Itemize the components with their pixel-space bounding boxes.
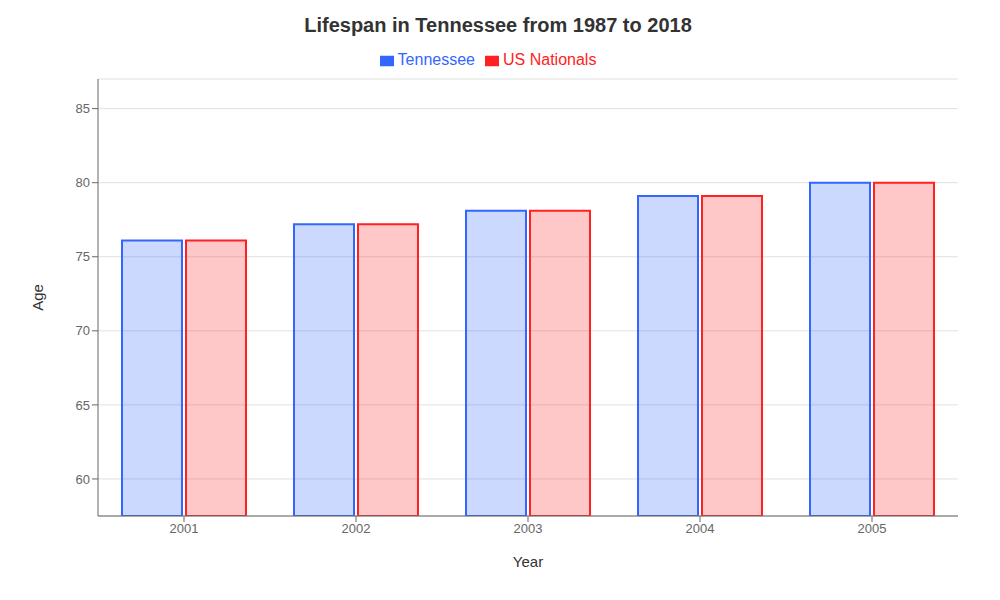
svg-text:2004: 2004 <box>686 521 715 536</box>
svg-text:70: 70 <box>76 323 90 338</box>
svg-text:85: 85 <box>76 101 90 116</box>
svg-text:2001: 2001 <box>170 521 199 536</box>
svg-text:75: 75 <box>76 249 90 264</box>
svg-text:60: 60 <box>76 472 90 487</box>
html-text:Tennessee: Tennessee <box>397 51 475 68</box>
svg-text:Year: Year <box>513 553 543 570</box>
html-text:Lifespan in Tennessee from 198: Lifespan in Tennessee from 1987 to 2018 <box>304 14 692 36</box>
svg-text:65: 65 <box>76 398 90 413</box>
svg-text:2003: 2003 <box>514 521 543 536</box>
svg-text:80: 80 <box>76 175 90 190</box>
svg-text:2005: 2005 <box>858 521 887 536</box>
html-text:US Nationals: US Nationals <box>503 51 597 68</box>
svg-text:Age: Age <box>29 284 46 311</box>
svg-text:2002: 2002 <box>342 521 371 536</box>
